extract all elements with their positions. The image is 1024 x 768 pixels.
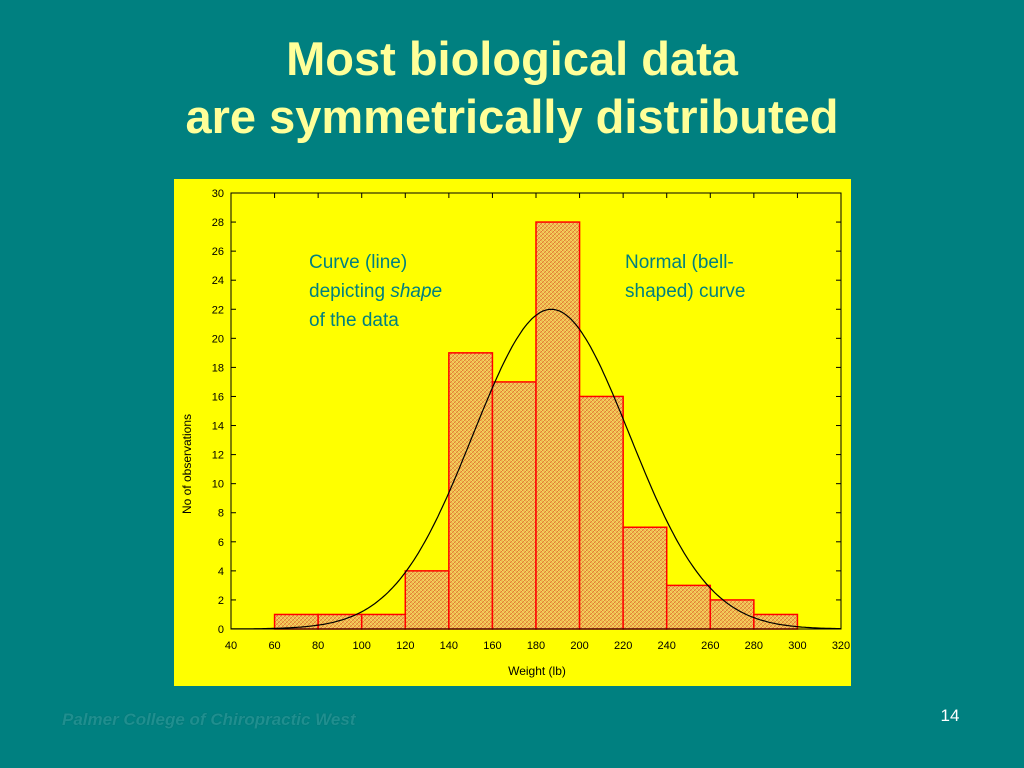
annotation-normal-line-1: Normal (bell- — [625, 252, 734, 273]
x-axis-ticks: 40 60 80 100 120 140 160 180 200 220 240 260 280 300 3… — [225, 193, 850, 652]
y-tick-label: 12 — [212, 450, 224, 462]
slide-title: Most biological data are symmetrically d… — [0, 30, 1024, 146]
annotation-curve-line-3: of the data — [309, 310, 399, 331]
footer-text: Palmer College of Chiropractic West — [62, 710, 356, 729]
x-tick-label: 280 — [745, 640, 763, 652]
histogram-bar — [491, 381, 537, 630]
y-tick-label: 4 — [218, 566, 224, 578]
histogram-bar — [535, 221, 581, 630]
annotation-curve-line-1: Curve (line) — [309, 252, 407, 273]
x-tick-label: 60 — [268, 640, 280, 652]
y-tick-label: 16 — [212, 391, 224, 403]
y-tick-label: 18 — [212, 362, 224, 374]
histogram-bar — [753, 613, 799, 630]
x-tick-label: 260 — [701, 640, 719, 652]
y-tick-label: 2 — [218, 595, 224, 607]
x-tick-label: 120 — [396, 640, 414, 652]
y-tick-label: 24 — [212, 275, 224, 287]
title-line-2: are symmetrically distributed — [185, 90, 839, 143]
annotation-curve-shape: Curve (line) depicting shape of the data — [309, 252, 447, 331]
histogram-bar — [317, 613, 363, 630]
x-tick-label: 40 — [225, 640, 237, 652]
x-tick-label: 80 — [312, 640, 324, 652]
y-tick-label: 8 — [218, 508, 224, 520]
y-tick-label: 22 — [212, 304, 224, 316]
y-tick-label: 6 — [218, 537, 224, 549]
y-tick-label: 30 — [212, 188, 224, 200]
normal-curve — [231, 308, 842, 630]
y-axis-label: No of observations — [180, 414, 194, 514]
title-line-1: Most biological data — [286, 32, 738, 85]
annotation-curve-line-2: depicting shape — [309, 281, 442, 302]
y-tick-label: 20 — [212, 333, 224, 345]
histogram-bar — [360, 613, 407, 630]
x-tick-label: 200 — [570, 640, 588, 652]
x-tick-label: 160 — [483, 640, 501, 652]
x-tick-label: 100 — [353, 640, 371, 652]
y-tick-label: 10 — [212, 479, 224, 491]
x-tick-label: 140 — [440, 640, 458, 652]
histogram-bars — [273, 221, 799, 630]
y-tick-label: 14 — [212, 421, 224, 433]
annotation-normal-line-2: shaped) curve — [625, 281, 745, 302]
y-tick-label: 28 — [212, 217, 224, 229]
histogram-bar — [448, 352, 494, 630]
x-tick-label: 320 — [832, 640, 850, 652]
annotation-normal-curve: Normal (bell- shaped) curve — [625, 252, 745, 302]
histogram-bar — [404, 570, 450, 630]
histogram-chart-panel: 0 2 4 6 8 10 12 14 16 18 20 22 24 26 28 30 40 60 80 100 120… — [174, 179, 851, 686]
annotation-curve-italic-word: shape — [390, 281, 442, 302]
page-number: 14 — [940, 706, 960, 725]
histogram-bar — [622, 526, 668, 630]
x-axis-label: Weight (lb) — [508, 664, 566, 678]
plot-frame — [230, 192, 842, 630]
x-tick-label: 180 — [527, 640, 545, 652]
x-tick-label: 300 — [788, 640, 806, 652]
x-tick-label: 220 — [614, 640, 632, 652]
x-tick-label: 240 — [658, 640, 676, 652]
y-tick-label: 26 — [212, 246, 224, 258]
y-tick-label: 0 — [218, 624, 224, 636]
histogram-bar — [578, 395, 624, 630]
histogram-bar — [665, 584, 712, 630]
